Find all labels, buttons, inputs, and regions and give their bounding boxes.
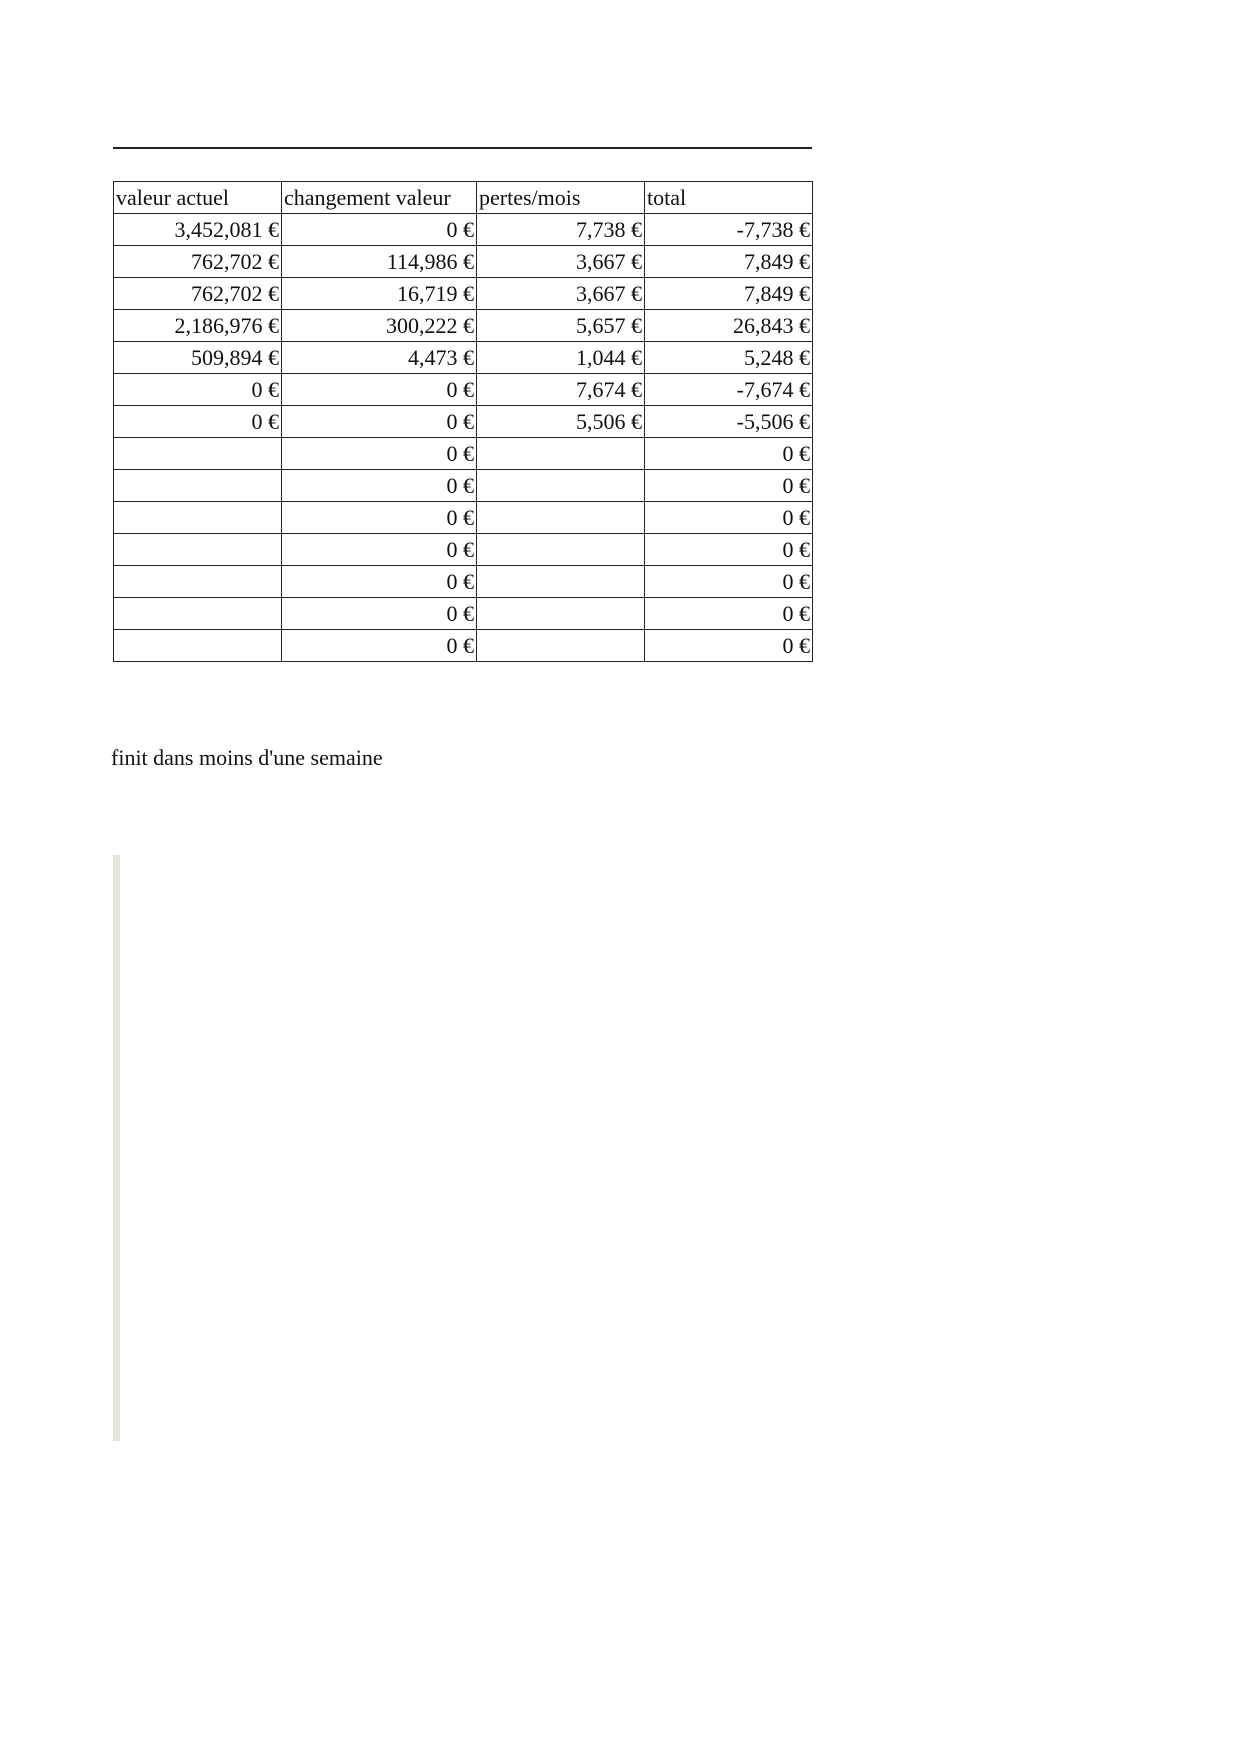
cell-pertes-mois: 3,667 €: [476, 245, 645, 278]
cell-pertes-mois: [476, 565, 645, 598]
cell-changement-valeur: 300,222 €: [281, 309, 477, 342]
cell-total: 0 €: [644, 597, 813, 630]
cell-pertes-mois: [476, 437, 645, 470]
table-row: 762,702 €16,719 €3,667 €7,849 €: [113, 277, 813, 310]
table-row: 762,702 €114,986 €3,667 €7,849 €: [113, 245, 813, 278]
cell-changement-valeur: 0 €: [281, 469, 477, 502]
cell-valeur-actuel: [113, 437, 282, 470]
cell-valeur-actuel: [113, 533, 282, 566]
cell-total: 0 €: [644, 469, 813, 502]
cell-total: 26,843 €: [644, 309, 813, 342]
table-row: 0 € 0 €: [113, 597, 813, 630]
table-header-row: valeur actuel changement valeur pertes/m…: [113, 181, 813, 214]
cell-valeur-actuel: [113, 469, 282, 502]
table-row: 0 € 0 €: [113, 533, 813, 566]
cell-pertes-mois: 1,044 €: [476, 341, 645, 374]
header-rule: [113, 147, 812, 149]
cell-total: 0 €: [644, 533, 813, 566]
table-row: 0 € 0 €: [113, 469, 813, 502]
cell-pertes-mois: [476, 597, 645, 630]
cell-pertes-mois: [476, 533, 645, 566]
note-text: finit dans moins d'une semaine: [111, 745, 383, 770]
cell-total: -7,674 €: [644, 373, 813, 406]
cell-valeur-actuel: [113, 501, 282, 534]
side-bar: [113, 855, 120, 1441]
cell-valeur-actuel: [113, 597, 282, 630]
cell-changement-valeur: 0 €: [281, 533, 477, 566]
table-row: 0 € 0 €: [113, 501, 813, 534]
header-pertes-mois: pertes/mois: [476, 181, 645, 214]
cell-changement-valeur: 0 €: [281, 405, 477, 438]
cell-changement-valeur: 114,986 €: [281, 245, 477, 278]
cell-total: 0 €: [644, 437, 813, 470]
cell-changement-valeur: 0 €: [281, 373, 477, 406]
cell-pertes-mois: 5,506 €: [476, 405, 645, 438]
cell-changement-valeur: 0 €: [281, 437, 477, 470]
cell-total: 5,248 €: [644, 341, 813, 374]
cell-pertes-mois: [476, 501, 645, 534]
cell-valeur-actuel: 762,702 €: [113, 277, 282, 310]
cell-total: 7,849 €: [644, 245, 813, 278]
cell-changement-valeur: 0 €: [281, 213, 477, 246]
cell-valeur-actuel: 0 €: [113, 405, 282, 438]
header-changement-valeur: changement valeur: [281, 181, 477, 214]
table-row: 0 € 0 €: [113, 565, 813, 598]
cell-total: -7,738 €: [644, 213, 813, 246]
cell-pertes-mois: 7,738 €: [476, 213, 645, 246]
cell-total: 0 €: [644, 501, 813, 534]
table-row: 0 € 0 €: [113, 629, 813, 662]
cell-total: 7,849 €: [644, 277, 813, 310]
cell-changement-valeur: 0 €: [281, 597, 477, 630]
value-table: valeur actuel changement valeur pertes/m…: [113, 181, 813, 662]
cell-valeur-actuel: 2,186,976 €: [113, 309, 282, 342]
cell-changement-valeur: 0 €: [281, 629, 477, 662]
cell-valeur-actuel: 3,452,081 €: [113, 213, 282, 246]
table-row: 3,452,081 €0 €7,738 € -7,738 €: [113, 213, 813, 246]
table-row: 2,186,976 €300,222 €5,657 €26,843 €: [113, 309, 813, 342]
cell-changement-valeur: 16,719 €: [281, 277, 477, 310]
cell-valeur-actuel: [113, 565, 282, 598]
cell-valeur-actuel: 762,702 €: [113, 245, 282, 278]
header-total: total: [644, 181, 813, 214]
cell-pertes-mois: [476, 469, 645, 502]
cell-total: 0 €: [644, 629, 813, 662]
cell-total: 0 €: [644, 565, 813, 598]
table-row: 0 €0 €7,674 € -7,674 €: [113, 373, 813, 406]
header-valeur-actuel: valeur actuel: [113, 181, 282, 214]
cell-pertes-mois: 3,667 €: [476, 277, 645, 310]
cell-pertes-mois: [476, 629, 645, 662]
cell-valeur-actuel: [113, 629, 282, 662]
table-row: 0 €0 €5,506 € -5,506 €: [113, 405, 813, 438]
cell-total: -5,506 €: [644, 405, 813, 438]
cell-pertes-mois: 7,674 €: [476, 373, 645, 406]
cell-valeur-actuel: 0 €: [113, 373, 282, 406]
table-row: 0 € 0 €: [113, 437, 813, 470]
cell-changement-valeur: 0 €: [281, 565, 477, 598]
cell-valeur-actuel: 509,894 €: [113, 341, 282, 374]
table-row: 509,894 €4,473 €1,044 €5,248 €: [113, 341, 813, 374]
cell-pertes-mois: 5,657 €: [476, 309, 645, 342]
cell-changement-valeur: 0 €: [281, 501, 477, 534]
cell-changement-valeur: 4,473 €: [281, 341, 477, 374]
